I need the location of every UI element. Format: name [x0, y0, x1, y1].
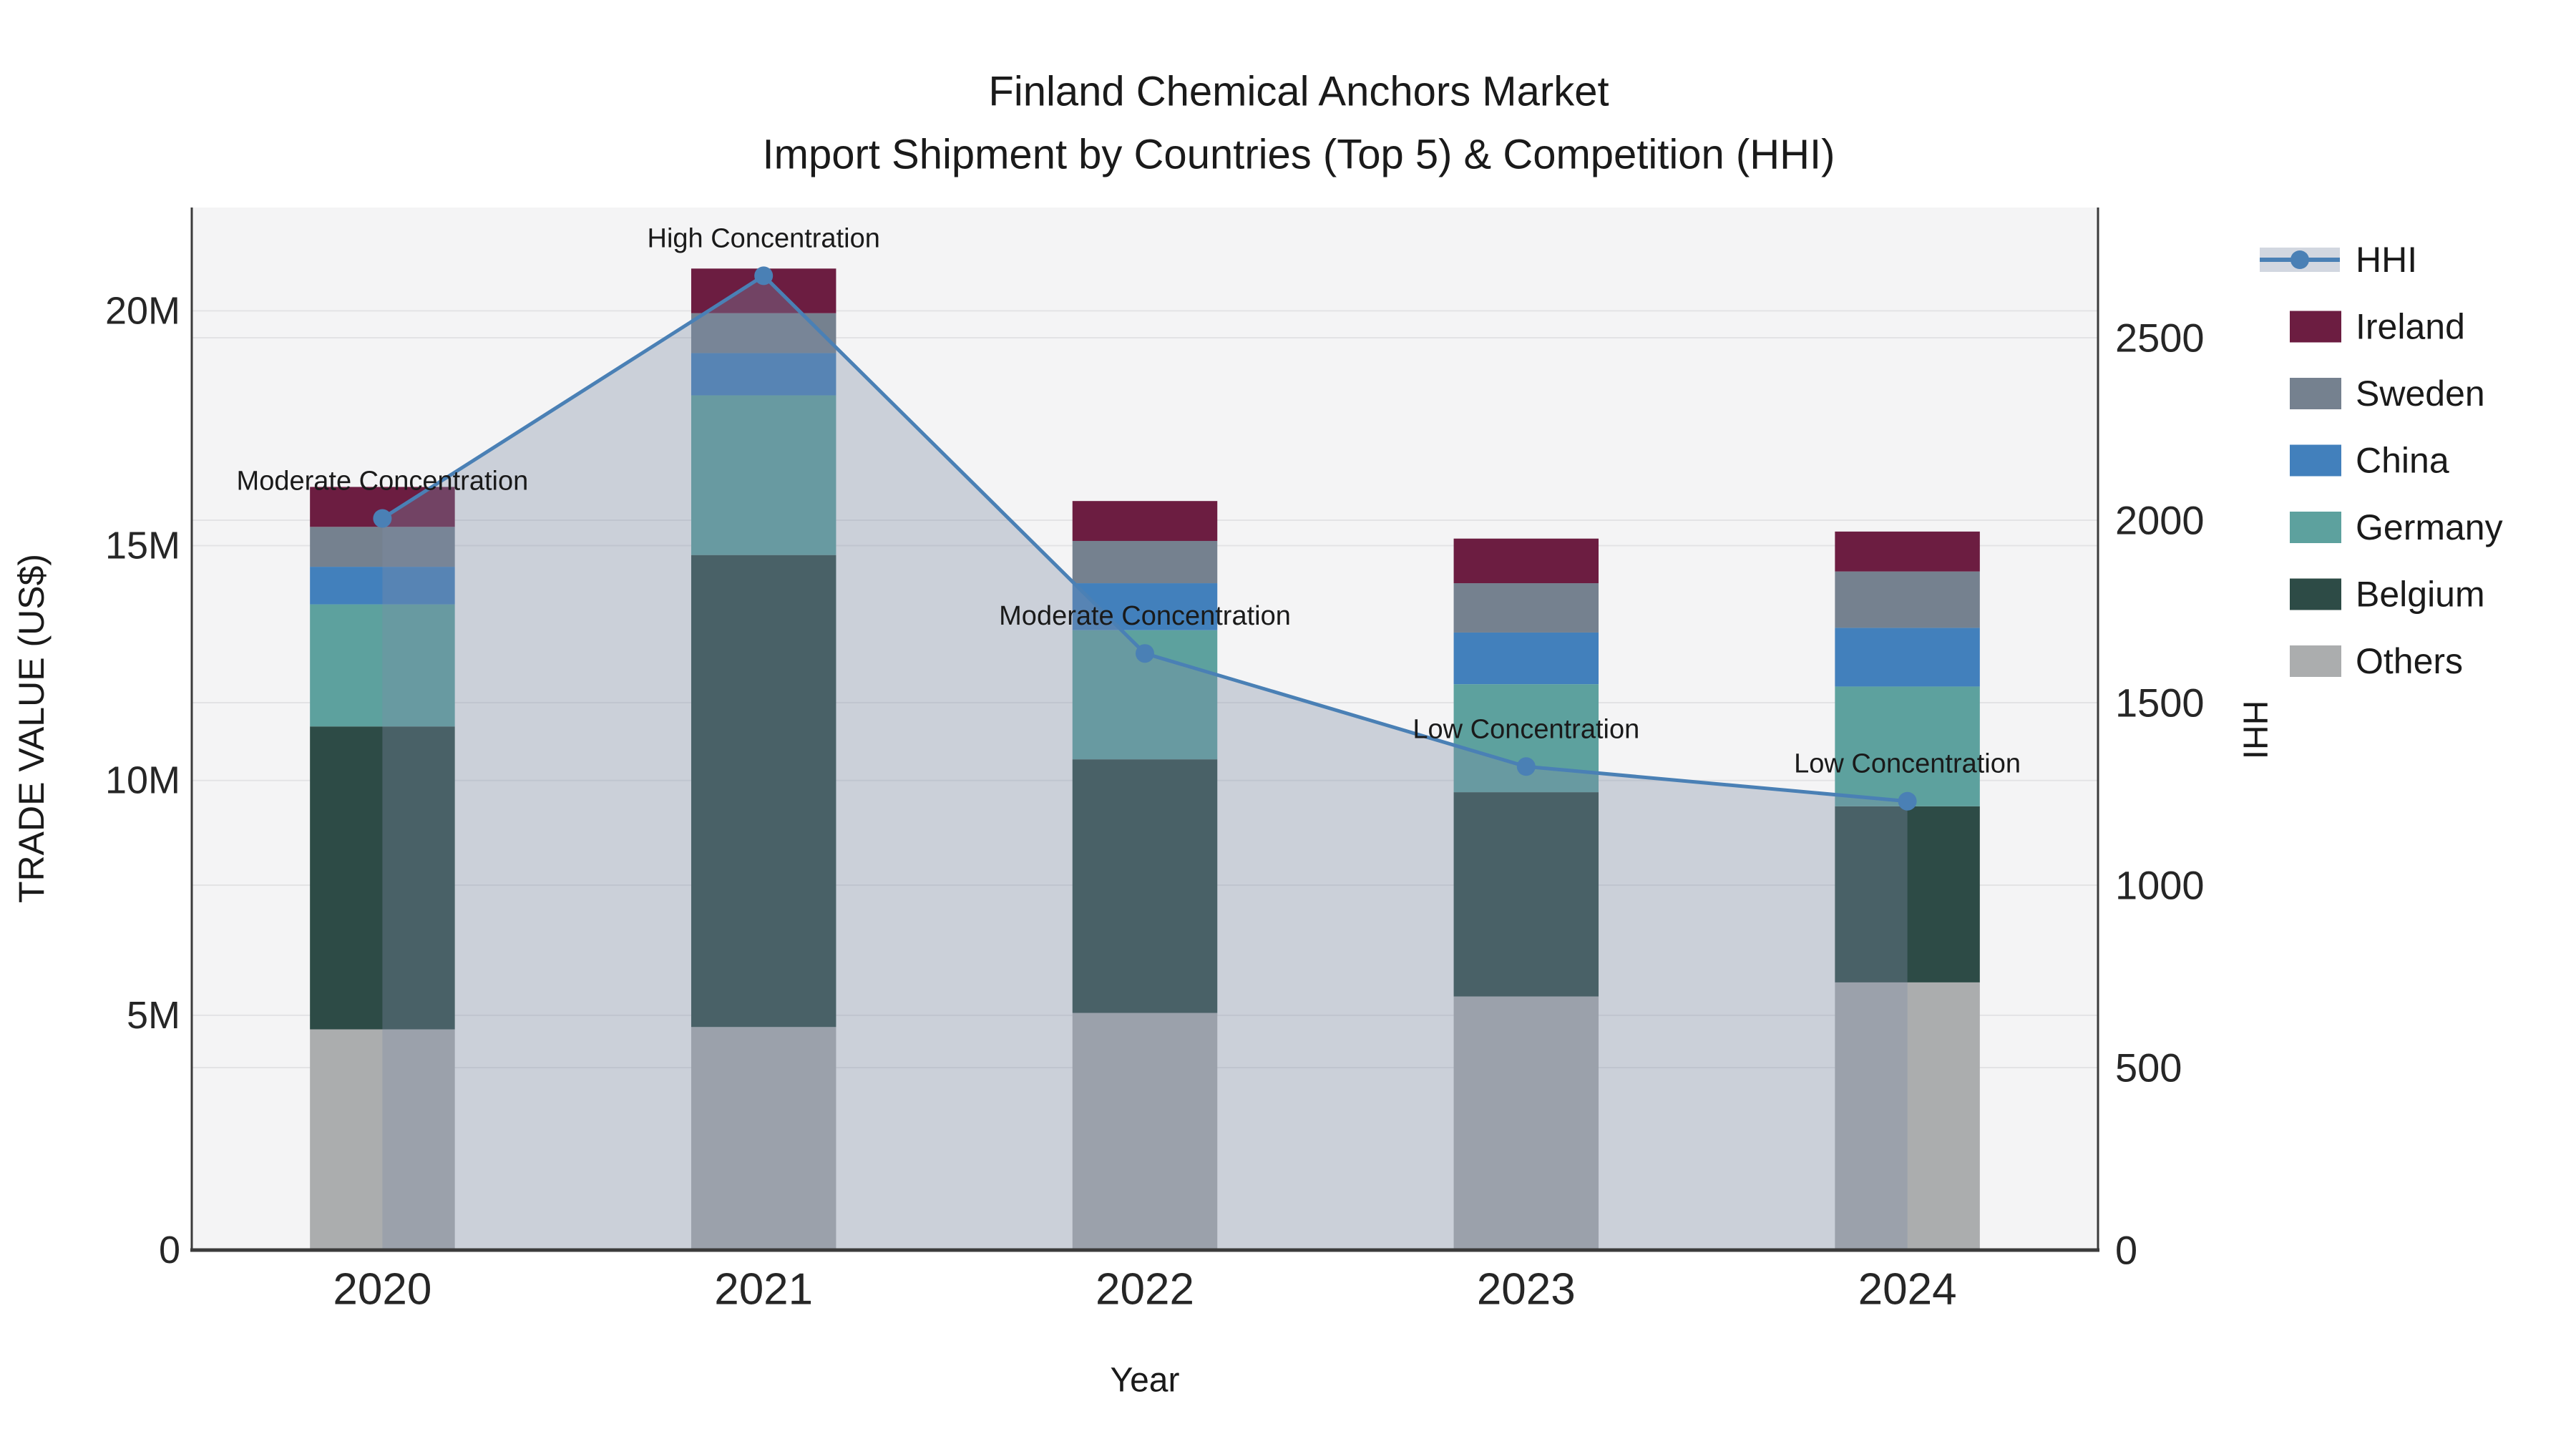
ytick-right-1500: 1500	[2115, 680, 2205, 726]
bar-segment-china-2023: 1.1	[1453, 632, 1599, 685]
bar-segment-belgium-2022: 5.4	[1072, 759, 1218, 1013]
ytick-left-5M: 5M	[127, 994, 180, 1037]
bar-segment-ireland-2022: 0.85	[1072, 501, 1218, 541]
annotation-2021: High Concentration	[648, 223, 880, 253]
legend-swatch-others	[2290, 645, 2341, 677]
ytick-left-15M: 15M	[105, 525, 180, 567]
ytick-left-20M: 20M	[105, 289, 180, 332]
bar-segment-germany-2021: 3.4	[691, 395, 836, 555]
bar-segment-china-2021: 0.9	[691, 353, 836, 396]
bar-segment-others-2020: 4.7	[310, 1029, 455, 1250]
bar-segment-ireland-2024: 0.85	[1835, 531, 1980, 572]
y-axis-title-left: TRADE VALUE (US$)	[11, 554, 52, 903]
bar-segment-others-2021: 4.75	[691, 1027, 836, 1250]
legend-swatch-germany	[2290, 512, 2341, 543]
hhi-marker-2024: 1230	[1898, 791, 1917, 811]
xtick-2023: 2023	[1477, 1265, 1576, 1314]
legend-swatch-sweden	[2290, 378, 2341, 409]
bar-segment-others-2023: 5.4	[1453, 996, 1599, 1250]
xtick-2020: 2020	[333, 1265, 431, 1314]
hhi-area-fill	[382, 275, 1908, 1250]
ytick-left-0: 0	[159, 1229, 180, 1272]
ytick-left-10M: 10M	[105, 759, 180, 802]
ytick-right-2500: 2500	[2115, 316, 2205, 361]
ytick-right-500: 500	[2115, 1045, 2182, 1091]
legend-label-ireland: Ireland	[2356, 307, 2465, 347]
chart-marks: 4.74.755.055.45.76.4510.055.44.353.752.6…	[105, 208, 2503, 1314]
legend-label-hhi: HHI	[2356, 240, 2417, 280]
hhi-marker-2022: 1635	[1136, 644, 1154, 663]
chart-title-line2: Import Shipment by Countries (Top 5) & C…	[763, 131, 1835, 177]
hhi-marker-2021: 2670	[754, 266, 774, 286]
bar-segment-germany-2024: 2.55	[1835, 686, 1980, 806]
y-axis-title-right: HHI	[2235, 701, 2273, 760]
annotation-2022: Moderate Concentration	[999, 601, 1291, 631]
annotation-2024: Low Concentration	[1794, 749, 2021, 779]
bar-segment-sweden-2021: 0.85	[691, 313, 836, 353]
legend-label-sweden: Sweden	[2356, 374, 2485, 414]
bar-segment-sweden-2024: 1.2	[1835, 571, 1980, 628]
bar-segment-sweden-2020: 0.85	[310, 527, 455, 567]
annotation-2023: Low Concentration	[1413, 714, 1639, 744]
bar-segment-sweden-2023: 1.05	[1453, 583, 1599, 633]
bar-segment-belgium-2023: 4.35	[1453, 792, 1599, 997]
xtick-2024: 2024	[1858, 1265, 1957, 1314]
hhi-marker-2023: 1325	[1516, 757, 1536, 776]
bar-segment-others-2024: 5.7	[1835, 982, 1980, 1250]
ytick-right-1000: 1000	[2115, 863, 2205, 908]
bar-segment-china-2024: 1.25	[1835, 628, 1980, 687]
legend-swatch-belgium	[2290, 578, 2341, 610]
bar-segment-sweden-2022: 0.9	[1072, 540, 1218, 584]
bar-segment-others-2022: 5.05	[1072, 1013, 1218, 1250]
bar-segment-ireland-2023: 0.95	[1453, 538, 1599, 584]
ytick-right-0: 0	[2115, 1228, 2137, 1273]
legend-label-china: China	[2356, 441, 2449, 481]
hhi-marker-2020: 2005	[373, 509, 392, 528]
bar-segment-belgium-2024: 3.75	[1835, 806, 1980, 982]
x-axis-title: Year	[1111, 1362, 1180, 1400]
legend-swatch-ireland	[2290, 311, 2341, 343]
xtick-2022: 2022	[1096, 1265, 1194, 1314]
ytick-right-2000: 2000	[2115, 498, 2205, 543]
bar-segment-germany-2020: 2.6	[310, 604, 455, 727]
legend-swatch-china	[2290, 444, 2341, 477]
legend-label-germany: Germany	[2356, 507, 2503, 547]
legend-label-belgium: Belgium	[2356, 575, 2485, 615]
legend-hhi-marker	[2290, 250, 2309, 269]
chart-title-line1: Finland Chemical Anchors Market	[988, 68, 1609, 114]
bar-segment-belgium-2021: 10.05	[691, 555, 836, 1028]
annotation-2020: Moderate Concentration	[237, 466, 529, 496]
legend-label-others: Others	[2356, 641, 2463, 681]
bar-segment-belgium-2020: 6.45	[310, 726, 455, 1030]
xtick-2021: 2021	[714, 1265, 813, 1314]
bar-segment-china-2020: 0.8	[310, 567, 455, 605]
